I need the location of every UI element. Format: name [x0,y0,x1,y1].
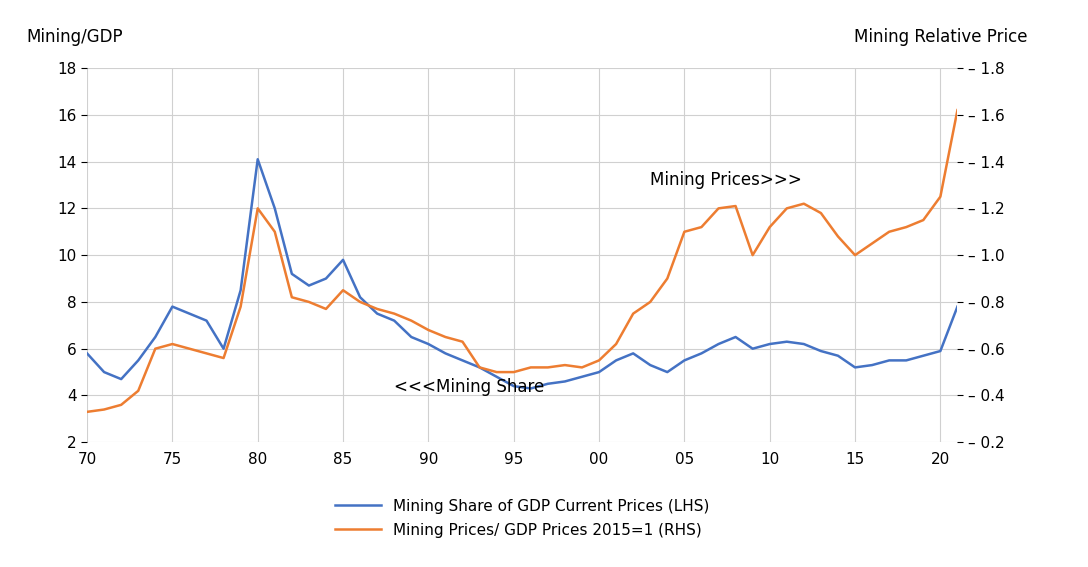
Mining Share of GDP Current Prices (LHS) [576,374,589,380]
Mining Prices/ GDP Prices 2015=1 (RHS) [644,298,657,305]
Mining Share of GDP Current Prices (LHS) [644,362,657,369]
Text: Mining/GDP: Mining/GDP [26,28,123,45]
Mining Share of GDP Current Prices (LHS) [524,385,537,392]
Mining Share of GDP Current Prices (LHS) [405,333,418,340]
Mining Prices/ GDP Prices 2015=1 (RHS) [609,341,622,348]
Mining Prices/ GDP Prices 2015=1 (RHS) [81,408,94,415]
Mining Prices/ GDP Prices 2015=1 (RHS) [387,310,400,317]
Text: Mining Prices>>>: Mining Prices>>> [651,171,802,189]
Mining Share of GDP Current Prices (LHS) [149,333,162,340]
Mining Share of GDP Current Prices (LHS) [507,383,520,390]
Mining Share of GDP Current Prices (LHS) [951,303,964,310]
Line: Mining Share of GDP Current Prices (LHS): Mining Share of GDP Current Prices (LHS) [87,159,957,388]
Mining Share of GDP Current Prices (LHS) [678,357,691,364]
Mining Prices/ GDP Prices 2015=1 (RHS) [490,369,503,375]
Legend: Mining Share of GDP Current Prices (LHS), Mining Prices/ GDP Prices 2015=1 (RHS): Mining Share of GDP Current Prices (LHS)… [335,498,709,538]
Text: <<<Mining Share: <<<Mining Share [394,378,544,396]
Mining Prices/ GDP Prices 2015=1 (RHS) [951,107,964,113]
Line: Mining Prices/ GDP Prices 2015=1 (RHS): Mining Prices/ GDP Prices 2015=1 (RHS) [87,110,957,412]
Mining Share of GDP Current Prices (LHS) [81,350,94,357]
Mining Share of GDP Current Prices (LHS) [251,156,264,163]
Mining Prices/ GDP Prices 2015=1 (RHS) [149,345,162,352]
Mining Prices/ GDP Prices 2015=1 (RHS) [882,229,895,235]
Text: Mining Relative Price: Mining Relative Price [854,28,1027,45]
